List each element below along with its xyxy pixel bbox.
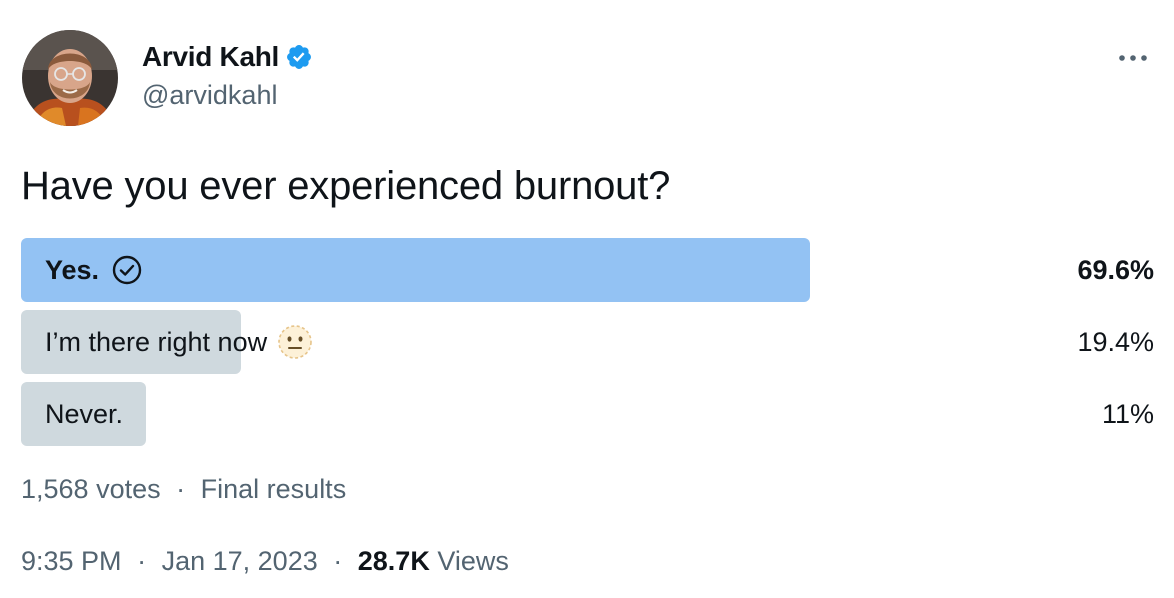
author-handle[interactable]: @arvidkahl (142, 80, 278, 110)
poll-bar (21, 238, 810, 302)
separator-dot: · (137, 546, 147, 576)
tweet-date[interactable]: Jan 17, 2023 (161, 546, 318, 576)
separator-dot: · (333, 546, 343, 576)
check-circle-icon (111, 254, 143, 286)
poll-bar (21, 382, 146, 446)
tweet-text: Have you ever experienced burnout? (21, 164, 671, 208)
poll-option-label-row: Yes. (45, 238, 143, 302)
poll-status: Final results (200, 474, 347, 504)
more-options-icon[interactable] (1116, 48, 1150, 68)
poll-bar (21, 310, 241, 374)
views-label: Views (437, 546, 509, 576)
profile-photo (22, 30, 118, 126)
verified-badge-icon (285, 43, 313, 71)
poll-option-percent: 69.6% (1077, 254, 1154, 285)
poll-option-label-row: Never. (45, 382, 123, 446)
poll-option-label-row: I’m there right now (45, 310, 313, 374)
author-display-name[interactable]: Arvid Kahl (142, 41, 280, 72)
poll-option-percent: 11% (1101, 398, 1154, 429)
poll-vote-count: 1,568 votes (21, 474, 161, 504)
poll-option-percent: 19.4% (1077, 326, 1154, 357)
poll-option-label: I’m there right now (45, 326, 268, 357)
poll-option-never: Never. 11% (21, 382, 1154, 446)
author-name-row: Arvid Kahl (142, 39, 313, 75)
poll-meta: 1,568 votes · Final results (21, 474, 346, 505)
poll-option-label: Never. (45, 398, 124, 429)
avatar[interactable] (22, 30, 118, 126)
poll-option-label: Yes. (45, 254, 100, 285)
views-count: 28.7K (357, 546, 430, 576)
tweet-time[interactable]: 9:35 PM (21, 546, 122, 576)
neutral-face-emoji-icon (277, 324, 313, 360)
separator-dot: · (176, 474, 186, 504)
poll-option-there-now: I’m there right now 19.4% (21, 310, 1154, 374)
poll-option-yes: Yes. 69.6% (21, 238, 1154, 302)
tweet-footer: 9:35 PM · Jan 17, 2023 · 28.7K Views (21, 546, 509, 577)
